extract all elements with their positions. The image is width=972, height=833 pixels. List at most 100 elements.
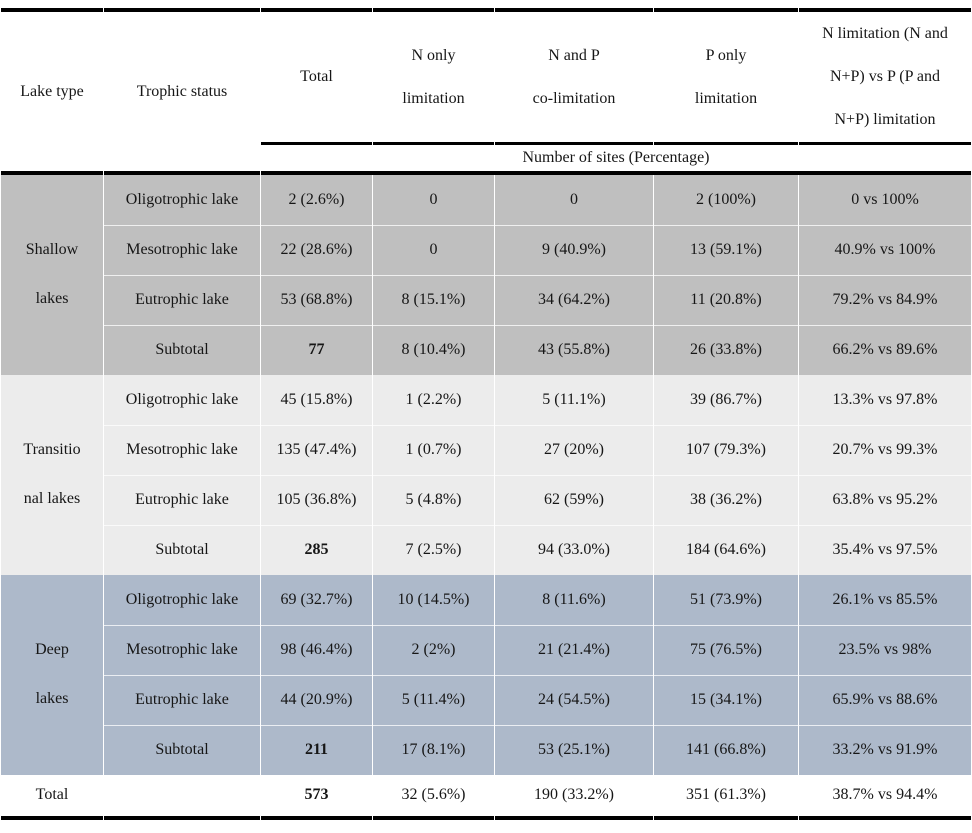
value-cell: 0 vs 100% [799,174,971,225]
col-header-n-vs-p-limitation: N limitation (N and N+P) vs P (P and N+P… [799,8,971,145]
value-cell: 32 (5.6%) [373,774,494,820]
value-cell: 135 (47.4%) [261,424,372,475]
value-cell: 26.1% vs 85.5% [799,574,971,625]
table-header: Lake type Trophic status Total N only li… [1,8,971,175]
value-cell: 285 [261,524,372,575]
value-cell: 5 (11.4%) [373,674,494,725]
value-cell: 211 [261,724,372,775]
col-header-n-and-p-co-limitation: N and P co-limitation [495,8,653,145]
value-cell: 75 (76.5%) [654,624,798,675]
table-row: Subtotal 211 17 (8.1%) 53 (25.1%) 141 (66.8%… [1,724,971,775]
lake-type-cell: Deep lakes [1,574,103,775]
value-cell: 5 (4.8%) [373,474,494,525]
value-cell: 10 (14.5%) [373,574,494,625]
value-cell: 51 (73.9%) [654,574,798,625]
col-header-p-only-limitation: P only limitation [654,8,798,145]
col-header-n-only-limitation: N only limitation [373,8,494,145]
grand-total-label-cell: Total [1,774,103,820]
value-cell: 11 (20.8%) [654,274,798,325]
col-header-total: Total [261,8,372,145]
value-cell: 190 (33.2%) [495,774,653,820]
trophic-status-cell: Subtotal [104,324,260,375]
value-cell: 15 (34.1%) [654,674,798,725]
value-cell: 53 (25.1%) [495,724,653,775]
value-cell: 573 [261,774,372,820]
trophic-status-cell: Eutrophic lake [104,474,260,525]
value-cell: 2 (100%) [654,174,798,225]
table-row: Eutrophic lake 105 (36.8%) 5 (4.8%) 62 (59%… [1,474,971,525]
value-cell: 40.9% vs 100% [799,224,971,275]
trophic-status-cell: Mesotrophic lake [104,424,260,475]
trophic-status-cell: Subtotal [104,724,260,775]
value-cell: 43 (55.8%) [495,324,653,375]
value-cell: 8 (10.4%) [373,324,494,375]
table-row: Deep lakes Oligotrophic lake 69 (32.7%) 10 … [1,574,971,775]
table-row: Mesotrophic lake 22 (28.6%) 0 9 (40.9%) 13 (… [1,224,971,275]
table-row: Mesotrophic lake 135 (47.4%) 1 (0.7%) 27 (2… [1,424,971,475]
col-header-lake-type: Lake type [1,8,103,175]
units-banner: Number of sites (Percentage) [261,145,971,175]
trophic-status-cell: Oligotrophic lake [104,174,260,225]
value-cell: 7 (2.5%) [373,524,494,575]
value-cell: 65.9% vs 88.6% [799,674,971,725]
value-cell: 35.4% vs 97.5% [799,524,971,575]
trophic-status-cell: Oligotrophic lake [104,374,260,425]
trophic-status-cell: Eutrophic lake [104,274,260,325]
value-cell: 66.2% vs 89.6% [799,324,971,375]
value-cell: 9 (40.9%) [495,224,653,275]
value-cell: 62 (59%) [495,474,653,525]
value-cell: 53 (68.8%) [261,274,372,325]
table-row: Eutrophic lake 44 (20.9%) 5 (11.4%) 24 (54.… [1,674,971,725]
value-cell: 98 (46.4%) [261,624,372,675]
lake-limitation-table: Lake type Trophic status Total N only li… [0,8,972,820]
units-row: Number of sites (Percentage) [1,145,971,175]
value-cell: 107 (79.3%) [654,424,798,475]
header-row: Lake type Trophic status Total N only li… [1,8,971,175]
lake-type-cell: Transitio nal lakes [1,374,103,575]
grand-total-row: Total 573 32 (5.6%) 190 (33.2%) 351 (61.3%) 3… [1,774,971,820]
value-cell: 44 (20.9%) [261,674,372,725]
value-cell: 13 (59.1%) [654,224,798,275]
value-cell: 38.7% vs 94.4% [799,774,971,820]
lake-type-cell: Shallow lakes [1,174,103,375]
value-cell: 23.5% vs 98% [799,624,971,675]
value-cell: 1 (0.7%) [373,424,494,475]
value-cell: 33.2% vs 91.9% [799,724,971,775]
table-row: Eutrophic lake 53 (68.8%) 8 (15.1%) 34 (64.… [1,274,971,325]
value-cell: 0 [373,174,494,225]
value-cell: 351 (61.3%) [654,774,798,820]
value-cell: 8 (15.1%) [373,274,494,325]
value-cell: 69 (32.7%) [261,574,372,625]
value-cell: 34 (64.2%) [495,274,653,325]
value-cell: 79.2% vs 84.9% [799,274,971,325]
table-row: Mesotrophic lake 98 (46.4%) 2 (2%) 21 (21.4… [1,624,971,675]
value-cell: 0 [495,174,653,225]
value-cell: 38 (36.2%) [654,474,798,525]
value-cell: 141 (66.8%) [654,724,798,775]
value-cell: 27 (20%) [495,424,653,475]
value-cell [104,774,260,820]
trophic-status-cell: Eutrophic lake [104,674,260,725]
trophic-status-cell: Subtotal [104,524,260,575]
value-cell: 5 (11.1%) [495,374,653,425]
table-body: Shallow lakes Oligotrophic lake 2 (2.6%) 0 0… [1,174,971,820]
value-cell: 77 [261,324,372,375]
trophic-status-cell: Oligotrophic lake [104,574,260,625]
value-cell: 63.8% vs 95.2% [799,474,971,525]
value-cell: 1 (2.2%) [373,374,494,425]
value-cell: 24 (54.5%) [495,674,653,725]
trophic-status-cell: Mesotrophic lake [104,624,260,675]
value-cell: 2 (2%) [373,624,494,675]
trophic-status-cell: Mesotrophic lake [104,224,260,275]
value-cell: 2 (2.6%) [261,174,372,225]
table-row: Transitio nal lakes Oligotrophic lake 45 (… [1,374,971,575]
value-cell: 94 (33.0%) [495,524,653,575]
value-cell: 13.3% vs 97.8% [799,374,971,425]
value-cell: 20.7% vs 99.3% [799,424,971,475]
value-cell: 26 (33.8%) [654,324,798,375]
value-cell: 17 (8.1%) [373,724,494,775]
col-header-trophic-status: Trophic status [104,8,260,175]
value-cell: 21 (21.4%) [495,624,653,675]
value-cell: 105 (36.8%) [261,474,372,525]
